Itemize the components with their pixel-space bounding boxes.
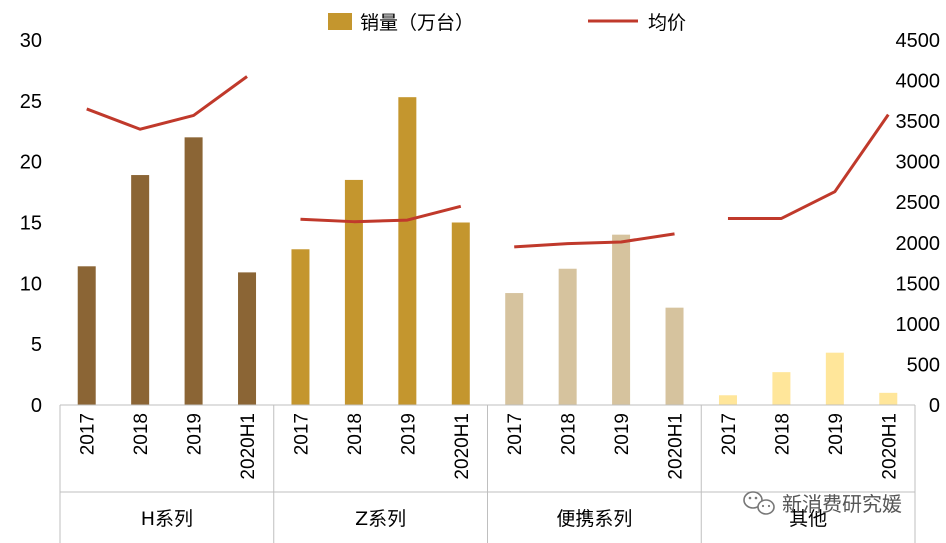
left-tick-label: 25	[20, 91, 42, 113]
sales-bar	[718, 395, 737, 405]
sales-bar	[879, 392, 898, 405]
right-tick-label: 2500	[896, 192, 941, 214]
left-axis: 0 5 10 15 20 25 30	[20, 30, 42, 417]
x-tick-label: 2019	[826, 413, 847, 455]
x-tick-label: 2017	[505, 413, 526, 455]
price-lines	[86, 75, 890, 249]
sales-bar	[291, 249, 310, 405]
x-tick-label: 2019	[185, 413, 206, 455]
sales-bar	[772, 372, 791, 405]
sales-bar	[505, 293, 524, 405]
bars	[77, 97, 898, 406]
sales-bar	[612, 234, 631, 405]
left-tick-label: 10	[20, 273, 42, 295]
group-label: 便携系列	[556, 508, 632, 530]
legend-bar-swatch	[328, 13, 352, 30]
sales-bar	[184, 137, 203, 406]
price-line	[86, 75, 248, 131]
x-tick-label: 2020H1	[879, 413, 900, 480]
x-tick-label: 2019	[398, 413, 419, 455]
sales-bar	[131, 175, 150, 405]
sales-bar	[77, 266, 96, 405]
x-tick-label: 2020H1	[666, 413, 687, 480]
x-tick-label: 2020H1	[452, 413, 473, 480]
right-tick-label: 4000	[896, 71, 941, 93]
price-line	[514, 232, 675, 249]
x-tick-label: 2017	[78, 413, 99, 455]
x-tick-label: 2017	[291, 413, 312, 455]
right-tick-label: 1000	[896, 314, 941, 336]
sales-bar	[451, 222, 470, 405]
right-tick-label: 500	[907, 354, 940, 376]
price-line	[727, 113, 890, 220]
x-tick-label: 2018	[345, 413, 366, 455]
right-tick-label: 2000	[896, 233, 941, 255]
right-tick-label: 4500	[896, 30, 941, 52]
sales-bar	[665, 307, 684, 405]
x-tick-label: 2018	[559, 413, 580, 455]
left-tick-label: 5	[31, 334, 42, 356]
legend-line-label: 均价	[648, 12, 686, 34]
watermark: 新消费研究媛	[743, 491, 902, 516]
sales-bar	[558, 268, 577, 405]
sales-bar	[344, 179, 363, 405]
wechat-icon	[743, 491, 775, 515]
x-tick-label: 2018	[131, 413, 152, 455]
group-label: Z系列	[355, 508, 406, 530]
left-tick-label: 20	[20, 152, 42, 174]
right-tick-label: 3500	[896, 111, 941, 133]
left-tick-label: 0	[31, 395, 42, 417]
group-label: 其他	[789, 508, 827, 530]
legend-bar-label: 销量（万台）	[360, 12, 474, 34]
right-tick-label: 1500	[896, 273, 941, 295]
x-tick-label: 2020H1	[238, 413, 259, 480]
right-tick-label: 3000	[896, 152, 941, 174]
sales-bar	[398, 97, 417, 405]
x-tick-label: 2018	[772, 413, 793, 455]
sales-bar	[238, 272, 257, 405]
right-axis: 0 500 1000 1500 2000 2500 3000 3500 4000 4500	[896, 30, 941, 417]
x-axis: 2017 2018 2019 2020H1 H系列 2017 2018 2019 2020H1 Z…	[59, 404, 916, 543]
left-tick-label: 30	[20, 30, 42, 52]
group-label: H系列	[141, 508, 193, 530]
legend: 销量（万台） 均价	[328, 12, 686, 34]
sales-bar	[825, 352, 844, 405]
left-tick-label: 15	[20, 213, 42, 235]
price-line	[300, 204, 462, 224]
right-tick-label: 0	[929, 395, 940, 417]
x-tick-label: 2017	[719, 413, 740, 455]
watermark-text: 新消费研究媛	[782, 492, 902, 516]
x-tick-label: 2019	[612, 413, 633, 455]
